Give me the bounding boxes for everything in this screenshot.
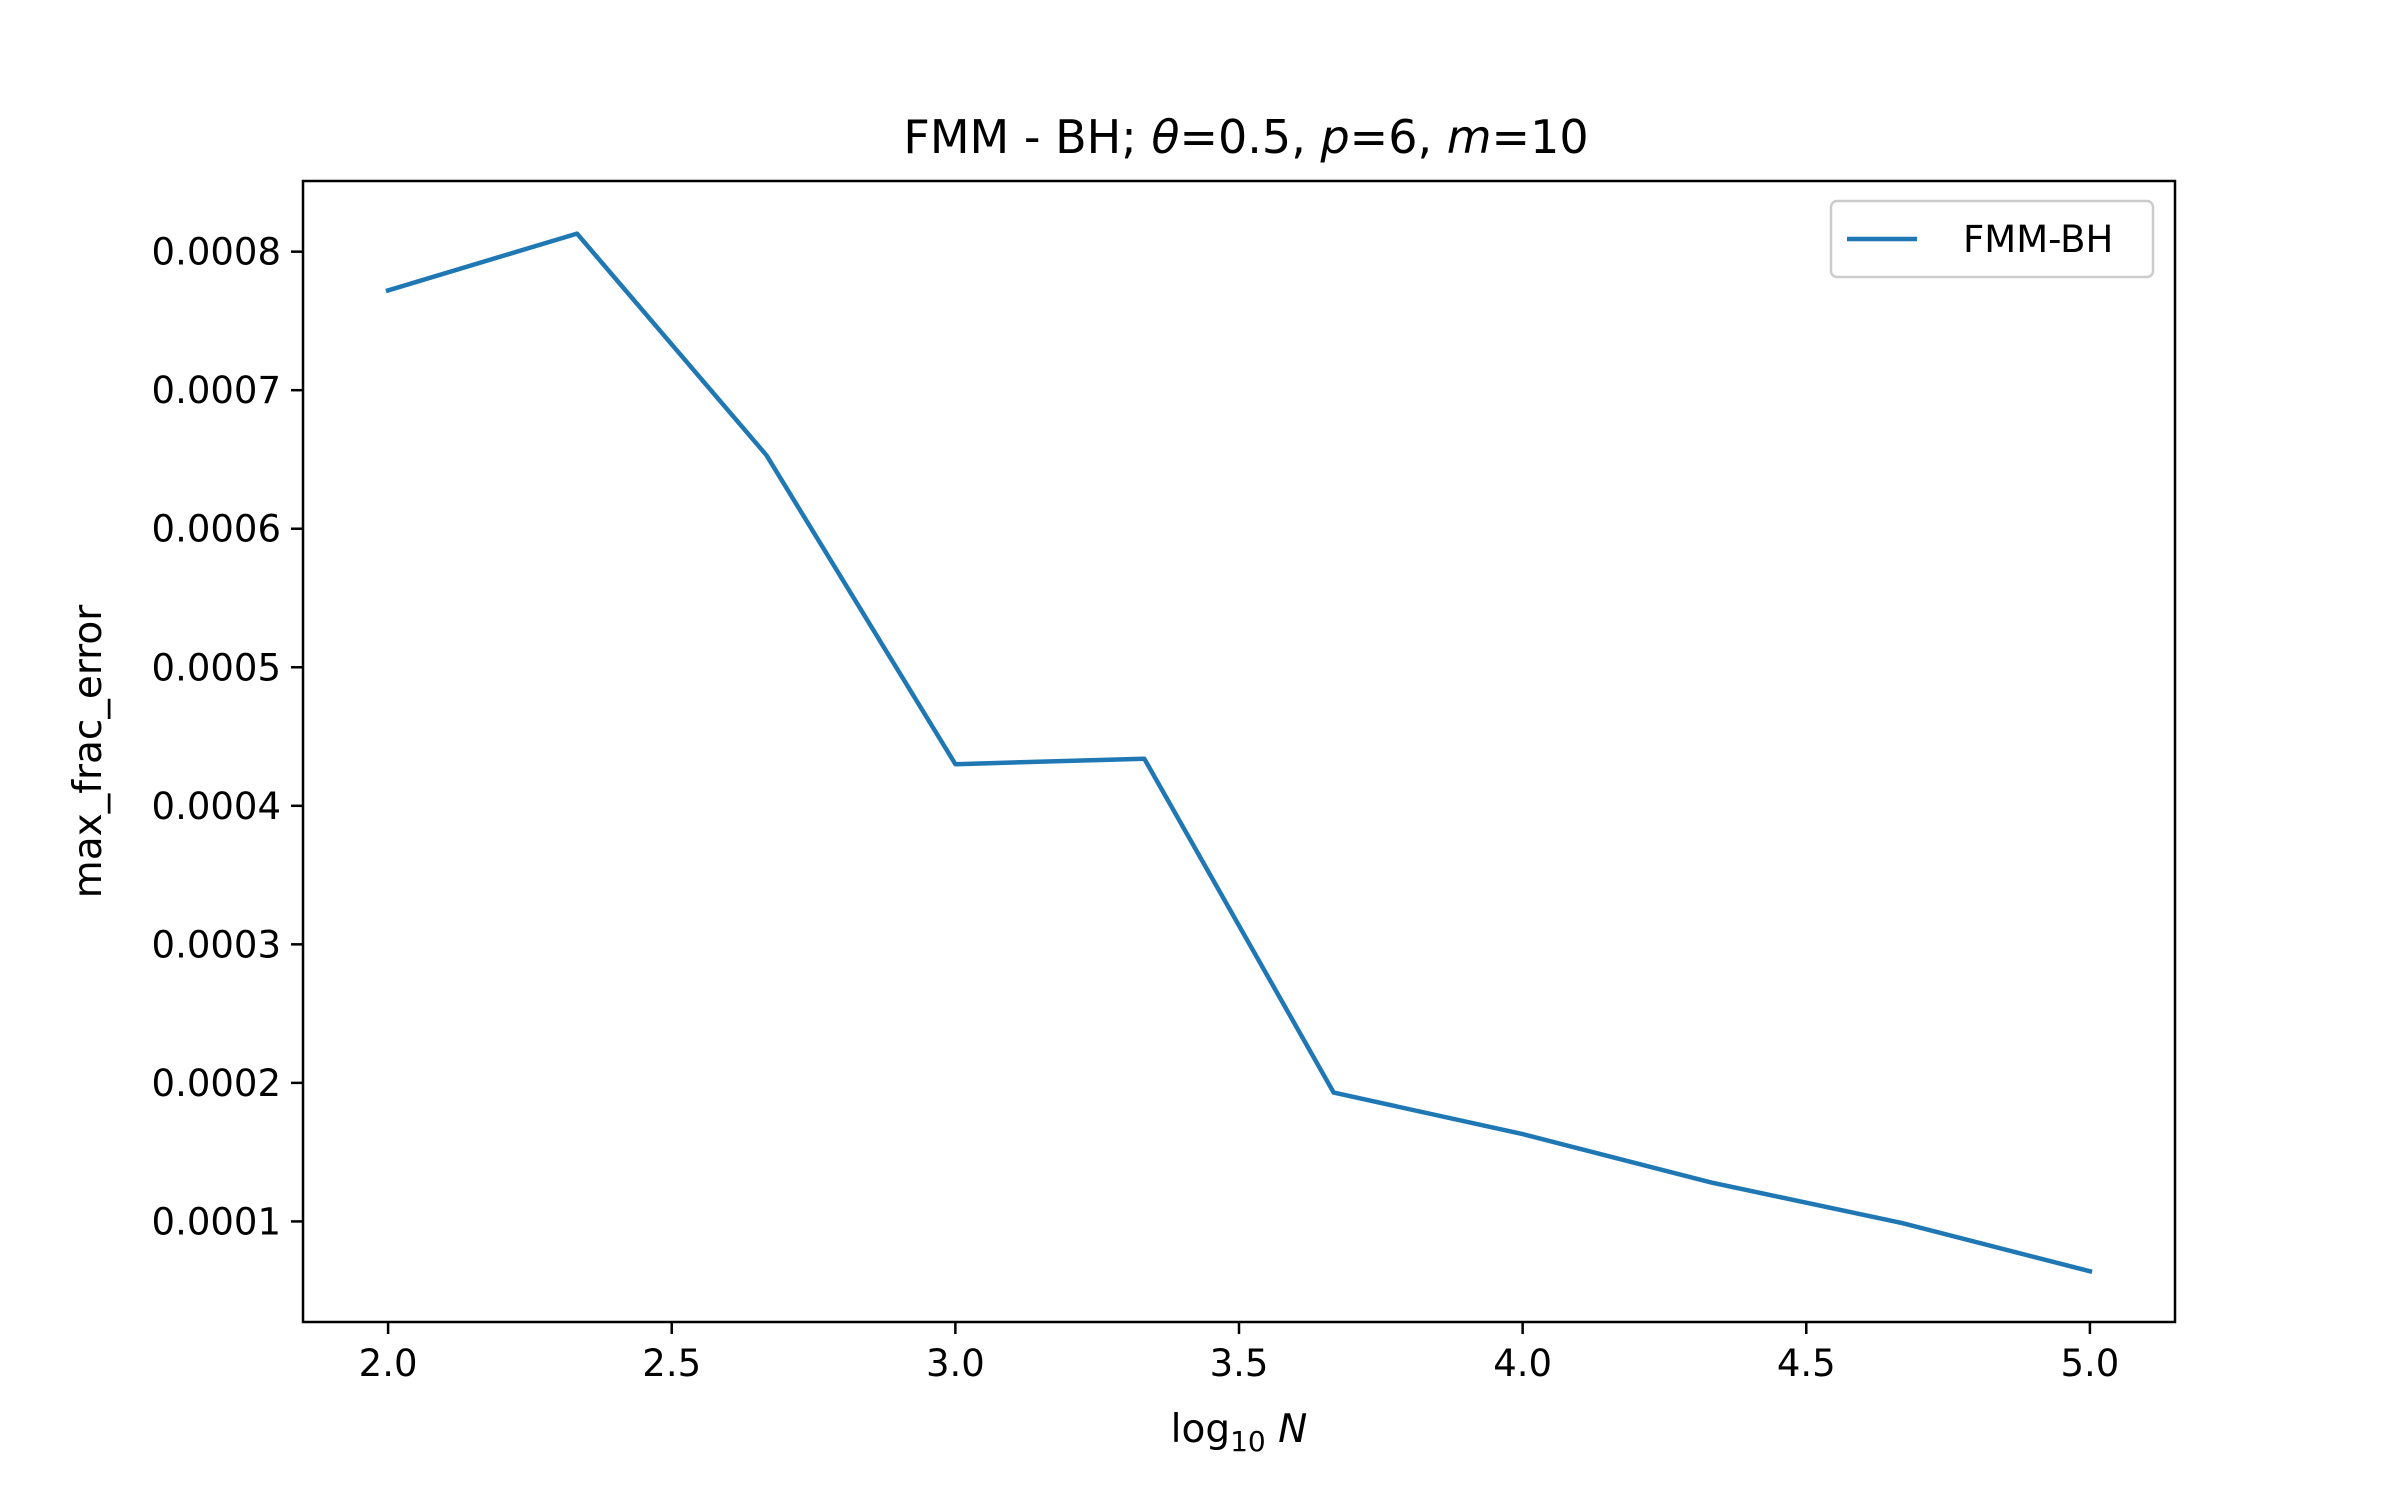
y-axis-ticks: 0.0001 0.0002 0.0003 0.0004 0.0005 0.0006 0.00…	[152, 231, 303, 1243]
x-tick-label: 3.0	[926, 1342, 985, 1385]
x-tick-label: 4.5	[1777, 1342, 1836, 1385]
x-label-subscript: 10	[1230, 1425, 1266, 1458]
legend-box	[1829, 199, 2155, 279]
title-param-value-2: =10	[1492, 110, 1589, 164]
x-label-base: log	[1171, 1407, 1230, 1452]
y-tick-label: 0.0005	[152, 646, 281, 689]
x-tick-label: 5.0	[2060, 1342, 2119, 1385]
y-tick-label: 0.0004	[152, 785, 281, 828]
x-tick-label: 2.5	[642, 1342, 701, 1385]
title-param-symbol-0: θ	[1151, 110, 1179, 164]
chart-title: FMM - BH; θ=0.5, p=6, m=10	[903, 110, 1588, 164]
y-tick-label: 0.0001	[152, 1200, 281, 1243]
title-param-value-0: =0.5,	[1180, 110, 1321, 164]
title-text: FMM - BH;	[903, 110, 1151, 164]
x-label-variable: N	[1266, 1407, 1308, 1452]
series-line-0	[385, 231, 2093, 1275]
x-axis-ticks: 2.0 2.5 3.0 3.5 4.0 4.5 5.0	[359, 1322, 2119, 1385]
title-param-symbol-1: p	[1319, 110, 1349, 164]
x-tick-label: 3.5	[1210, 1342, 1269, 1385]
y-tick-label: 0.0003	[152, 923, 281, 966]
y-axis-label: max_frac_error	[66, 604, 111, 898]
plot-frame	[301, 179, 2177, 1324]
x-axis-label: log10 N	[1171, 1407, 1308, 1458]
y-tick-label: 0.0007	[152, 369, 281, 412]
x-tick-label: 4.0	[1493, 1342, 1552, 1385]
legend-label-0: FMM-BH	[1963, 218, 2113, 261]
title-param-value-1: =6,	[1350, 110, 1447, 164]
series-layer	[385, 231, 2093, 1275]
title-param-symbol-2: m	[1447, 110, 1492, 164]
legend: FMM-BH	[1829, 199, 2155, 279]
y-tick-label: 0.0002	[152, 1062, 281, 1105]
y-tick-label: 0.0006	[152, 508, 281, 551]
y-tick-label: 0.0008	[152, 231, 281, 274]
x-tick-label: 2.0	[359, 1342, 418, 1385]
